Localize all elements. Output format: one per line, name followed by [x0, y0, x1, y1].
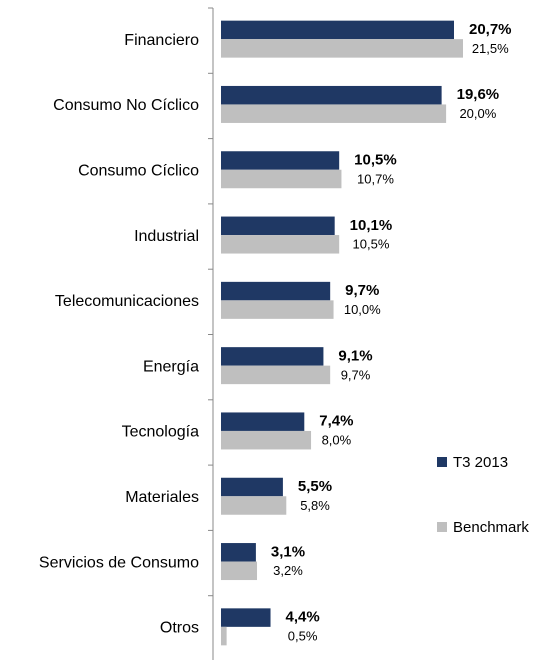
value-label: 10,5% [354, 151, 397, 168]
value-label: 20,0% [459, 106, 496, 121]
category-label: Materiales [125, 489, 199, 506]
bar [221, 85, 442, 105]
bar [221, 235, 340, 254]
bar [221, 477, 283, 497]
value-label: 9,7% [345, 282, 379, 299]
bar [221, 216, 335, 236]
value-label: 19,6% [457, 86, 500, 103]
value-label: 3,2% [273, 563, 303, 578]
value-label: 5,8% [300, 498, 330, 513]
value-label: 10,1% [350, 217, 393, 234]
value-label: 10,7% [357, 171, 394, 186]
category-label: Telecomunicaciones [55, 293, 199, 310]
legend-label: Benchmark [453, 519, 529, 536]
value-label: 10,0% [344, 302, 381, 317]
bar [221, 281, 331, 301]
value-label: 20,7% [469, 21, 512, 38]
value-label: 5,5% [298, 478, 332, 495]
bar [221, 626, 227, 646]
value-label: 0,5% [288, 629, 318, 644]
bar [221, 169, 342, 189]
value-label: 9,7% [341, 367, 371, 382]
bar [221, 347, 324, 366]
category-label: Industrial [134, 228, 199, 245]
category-label: Otros [160, 620, 199, 637]
legend-label: T3 2013 [453, 454, 508, 471]
category-label: Servicios de Consumo [39, 554, 199, 571]
bar [221, 151, 340, 170]
category-label: Tecnología [122, 424, 199, 441]
value-label: 8,0% [322, 433, 352, 448]
value-label: 21,5% [472, 41, 509, 56]
value-label: 7,4% [319, 413, 353, 430]
bar [221, 39, 463, 58]
bar [221, 365, 331, 385]
bar [221, 496, 287, 515]
bar [221, 300, 334, 319]
bar [221, 608, 271, 627]
value-label: 9,1% [338, 347, 372, 364]
bar [221, 561, 258, 581]
category-label: Consumo No Cíclico [53, 97, 199, 114]
category-label: Consumo Cíclico [78, 162, 199, 179]
value-label: 3,1% [271, 543, 305, 560]
bar [221, 430, 312, 450]
bar [221, 412, 305, 431]
category-label: Financiero [124, 32, 199, 49]
bar [221, 20, 454, 40]
value-label: 4,4% [286, 609, 320, 626]
category-label: Energía [143, 358, 199, 375]
bar [221, 104, 447, 123]
value-label: 10,5% [353, 237, 390, 252]
legend-swatch [437, 457, 447, 467]
legend-swatch [437, 522, 447, 532]
bar [221, 543, 256, 562]
